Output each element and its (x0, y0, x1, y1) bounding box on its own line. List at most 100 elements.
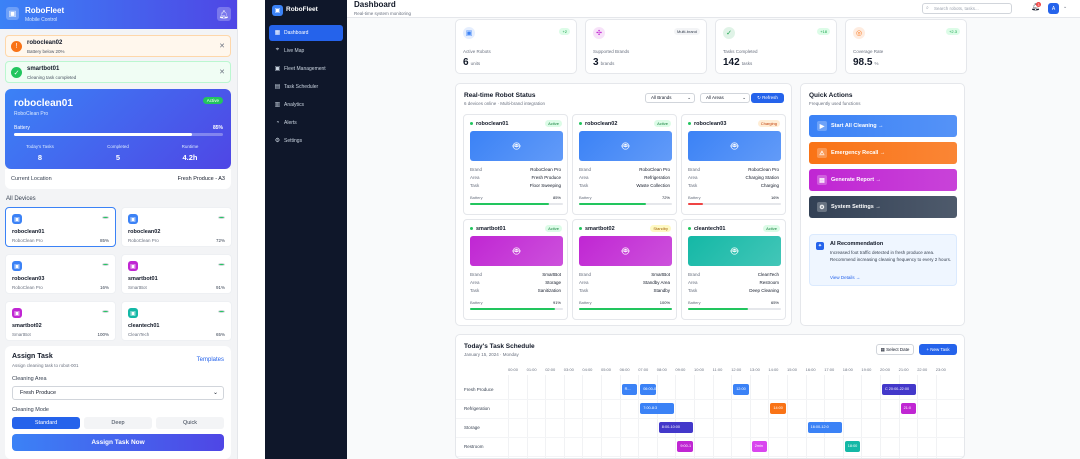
robot-icon: ▣ (128, 214, 138, 224)
area-filter-select[interactable]: All Areas ⌄ (700, 93, 750, 103)
hour-gridline (898, 375, 900, 458)
sidebar-item-dashboard[interactable]: ▦ Dashboard (269, 25, 343, 41)
check-circle-icon: ✓ (723, 27, 735, 39)
sidebar-item-label: Analytics (284, 102, 305, 108)
battery-value: 85% (212, 125, 223, 131)
kpi-label: Supported Brands (593, 49, 630, 54)
notification-success[interactable]: ✓ smartbot01 Cleaning task completed ✕ (5, 61, 231, 83)
sidebar-item-settings[interactable]: ⚙ Settings (269, 133, 343, 149)
schedule-event[interactable]: 14:00 (770, 403, 786, 414)
task-label: Task (579, 183, 589, 188)
robot-card[interactable]: cleantech01 Active 🤖︎ Brand CleanTech Area Res… (681, 219, 786, 320)
cleaning-area-select[interactable]: Fresh Produce ⌄ (12, 386, 224, 400)
close-icon[interactable]: ✕ (219, 69, 225, 76)
sidebar-item-task-scheduler[interactable]: ▤ Task Scheduler (269, 79, 343, 95)
device-card[interactable]: ▣ cleantech01 CleanTech 65% (121, 301, 232, 341)
refresh-button[interactable]: ↻ Refresh (751, 93, 784, 103)
sidebar-item-analytics[interactable]: ▥ Analytics (269, 97, 343, 113)
device-name: smartbot01 (128, 276, 158, 282)
schedule-event[interactable]: 18:00 (844, 441, 861, 452)
robot-image: 🤖︎ (579, 236, 672, 266)
device-card[interactable]: ▣ smartbot02 SmartBot 100% (5, 301, 116, 341)
robot-name: roboclean01 (14, 98, 73, 109)
quick-action-system-settings[interactable]: ⚙ System Settings → (809, 196, 957, 218)
notification-warning[interactable]: ! roboclean02 Battery below 20% ✕ (5, 35, 231, 57)
bell-icon[interactable]: 🔔︎ (217, 7, 231, 21)
area-label: Area (579, 175, 589, 180)
robot-icon: ▣ (12, 308, 22, 318)
select-date-button[interactable]: ▦ Select Date (876, 344, 914, 355)
robot-card[interactable]: roboclean02 Active 🤖︎ Brand RoboClean Pro Are… (572, 114, 677, 215)
mobile-header: ▣ RoboFleet Mobile Control 🔔︎ (0, 0, 237, 29)
device-battery: 16% (99, 285, 109, 290)
quick-action-label: Generate Report → (831, 177, 881, 183)
schedule-event[interactable]: 9:00-1 (677, 441, 693, 452)
task-value: Waste Collection (636, 183, 670, 188)
top-bar: Dashboard Real-time system monitoring ⌕ … (347, 0, 1080, 18)
robot-card[interactable]: roboclean03 Charging 🤖︎ Brand RoboClean Pro A… (681, 114, 786, 215)
device-card[interactable]: ▣ roboclean03 RoboClean Pro 16% (5, 254, 116, 294)
schedule-event[interactable]: C 20:00-22:00 (882, 384, 917, 395)
brand-label: Brand (470, 167, 483, 172)
robot-name: smartbot01 (470, 226, 506, 232)
quick-action-generate-report[interactable]: ▤ Generate Report → (809, 169, 957, 191)
schedule-event[interactable]: 06:00-07:00 (640, 384, 656, 395)
arrow-right-icon: → (876, 123, 884, 129)
robot-card[interactable]: smartbot02 Standby 🤖︎ Brand SmartBot Area Stan… (572, 219, 677, 320)
area-value: Charging Station (745, 175, 779, 180)
cleaning-area-label: Cleaning Area (12, 376, 47, 382)
hour-gridline (917, 375, 919, 458)
assign-task-button[interactable]: Assign Task Now (12, 434, 224, 451)
hour-gridline (638, 375, 640, 458)
schedule-event[interactable]: 21:0 (900, 403, 917, 414)
schedule-event[interactable]: R... (621, 384, 638, 395)
mode-standard-button[interactable]: Standard (12, 417, 80, 429)
alert-icon: ⚠ (817, 148, 827, 158)
main-content: Dashboard Real-time system monitoring ⌕ … (347, 0, 1080, 459)
mode-quick-button[interactable]: Quick (156, 417, 224, 429)
quick-action-emergency-recall[interactable]: ⚠ Emergency Recall → (809, 142, 957, 164)
arrow-right-icon: → (873, 204, 881, 210)
robot-image: 🤖︎ (579, 131, 672, 161)
schedule-event[interactable]: 12:00 (733, 384, 749, 395)
device-battery: 85% (99, 238, 109, 243)
device-brand: SmartBot (12, 332, 31, 337)
search-input[interactable]: ⌕ Search robots, tasks... (922, 3, 1012, 14)
gear-icon: ⚙ (274, 138, 281, 144)
sidebar-item-fleet-management[interactable]: ▣ Fleet Management (269, 61, 343, 77)
hour-label: 21:00 (898, 367, 909, 372)
hour-label: 09:00 (675, 367, 686, 372)
hour-gridline (675, 375, 677, 458)
close-icon[interactable]: ✕ (219, 43, 225, 50)
new-task-button[interactable]: + New Task (919, 344, 957, 355)
mode-deep-button[interactable]: Deep (84, 417, 152, 429)
view-details-link[interactable]: View Details → (830, 275, 861, 280)
area-label: Area (579, 280, 589, 285)
kpi-number: 98.5 (853, 57, 873, 68)
robot-image: 🤖︎ (470, 236, 563, 266)
quick-action-start-all-cleaning[interactable]: ▶ Start All Cleaning → (809, 115, 957, 137)
schedule-event[interactable]: 8:00-10:00 (658, 422, 693, 433)
kpi-number: 142 (723, 57, 740, 68)
hour-label: 10:00 (694, 367, 705, 372)
robot-card[interactable]: roboclean01 Active 🤖︎ Brand RoboClean Pro Are… (463, 114, 568, 215)
bell-icon[interactable]: 🔔︎ (1031, 4, 1040, 11)
schedule-event[interactable]: 16:00-12:0 (807, 422, 842, 433)
ai-title: AI Recommendation (830, 241, 884, 247)
chevron-down-icon[interactable]: ⌄ (1063, 4, 1068, 10)
device-card[interactable]: ▣ smartbot01 SmartBot 91% (121, 254, 232, 294)
bell-icon: ◔ (275, 119, 280, 126)
templates-link[interactable]: Templates (196, 357, 224, 363)
battery-bar-fill (688, 308, 749, 310)
schedule-event[interactable]: 7:00-8:3 (640, 403, 675, 414)
sidebar-item-alerts[interactable]: ◔ Alerts (269, 115, 343, 131)
device-card[interactable]: ▣ roboclean01 RoboClean Pro 85% (5, 207, 116, 247)
device-card[interactable]: ▣ roboclean02 RoboClean Pro 72% (121, 207, 232, 247)
hour-label: 20:00 (880, 367, 891, 372)
avatar[interactable]: A (1048, 3, 1059, 14)
brand-filter-select[interactable]: All Brands ⌄ (645, 93, 695, 103)
sidebar-item-live-map[interactable]: ⌖ Live Map (269, 43, 343, 59)
robot-card[interactable]: smartbot01 Active 🤖︎ Brand SmartBot Area Stora… (463, 219, 568, 320)
status-badge: Charging (757, 120, 780, 127)
schedule-event[interactable]: 2min (751, 441, 768, 452)
